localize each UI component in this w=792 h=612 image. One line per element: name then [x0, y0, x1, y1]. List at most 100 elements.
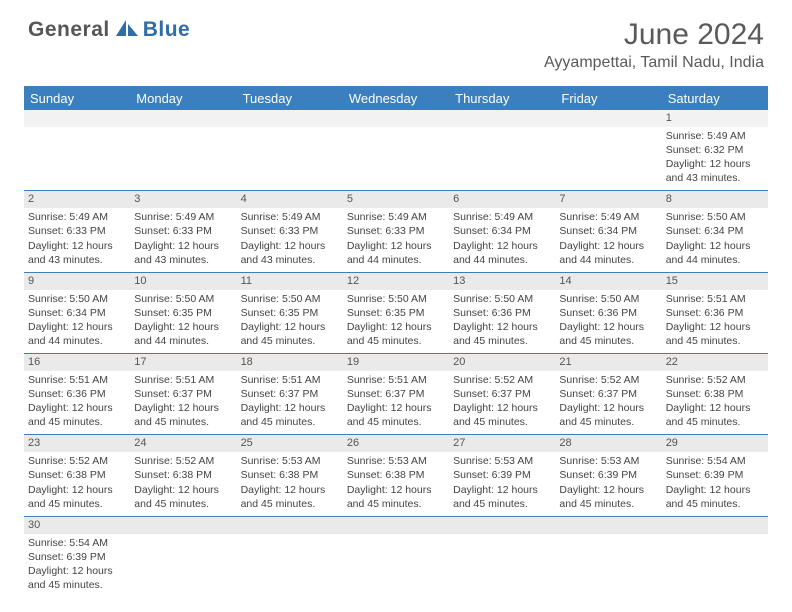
daylight-line: Daylight: 12 hours and 44 minutes. — [666, 239, 764, 267]
day-number-cell: 15 — [662, 272, 768, 289]
daylight-line: Daylight: 12 hours and 45 minutes. — [347, 320, 445, 348]
day-number-cell — [555, 516, 661, 533]
sun-info: Sunrise: 5:49 AMSunset: 6:34 PMDaylight:… — [559, 210, 657, 267]
sunset-line: Sunset: 6:37 PM — [134, 387, 232, 401]
sun-info: Sunrise: 5:51 AMSunset: 6:37 PMDaylight:… — [134, 373, 232, 430]
sunrise-line: Sunrise: 5:54 AM — [28, 536, 126, 550]
day-number: 13 — [453, 274, 551, 289]
day-content-cell: Sunrise: 5:50 AMSunset: 6:35 PMDaylight:… — [343, 290, 449, 354]
content-row: Sunrise: 5:51 AMSunset: 6:36 PMDaylight:… — [24, 371, 768, 435]
sun-info: Sunrise: 5:49 AMSunset: 6:33 PMDaylight:… — [28, 210, 126, 267]
day-content-cell: Sunrise: 5:51 AMSunset: 6:36 PMDaylight:… — [662, 290, 768, 354]
day-number-cell: 6 — [449, 191, 555, 208]
day-number-cell: 27 — [449, 435, 555, 452]
day-content-cell: Sunrise: 5:52 AMSunset: 6:37 PMDaylight:… — [555, 371, 661, 435]
day-number: 28 — [559, 436, 657, 451]
day-number-cell — [449, 110, 555, 127]
day-number: 12 — [347, 274, 445, 289]
day-content-cell: Sunrise: 5:49 AMSunset: 6:32 PMDaylight:… — [662, 127, 768, 191]
daynum-row: 16171819202122 — [24, 354, 768, 371]
sunrise-line: Sunrise: 5:49 AM — [347, 210, 445, 224]
day-number-cell: 25 — [237, 435, 343, 452]
sunrise-line: Sunrise: 5:50 AM — [28, 292, 126, 306]
sunrise-line: Sunrise: 5:49 AM — [241, 210, 339, 224]
sunrise-line: Sunrise: 5:50 AM — [559, 292, 657, 306]
sunset-line: Sunset: 6:38 PM — [241, 468, 339, 482]
day-content-cell — [130, 534, 236, 598]
weekday-header: Saturday — [662, 86, 768, 110]
sun-info: Sunrise: 5:51 AMSunset: 6:37 PMDaylight:… — [347, 373, 445, 430]
day-content-cell: Sunrise: 5:49 AMSunset: 6:33 PMDaylight:… — [24, 208, 130, 272]
daylight-line: Daylight: 12 hours and 45 minutes. — [347, 483, 445, 511]
weekday-header: Thursday — [449, 86, 555, 110]
daylight-line: Daylight: 12 hours and 45 minutes. — [453, 483, 551, 511]
day-number-cell — [237, 516, 343, 533]
day-number-cell: 2 — [24, 191, 130, 208]
day-number: 11 — [241, 274, 339, 289]
daylight-line: Daylight: 12 hours and 44 minutes. — [347, 239, 445, 267]
sunrise-line: Sunrise: 5:49 AM — [559, 210, 657, 224]
weekday-header-row: Sunday Monday Tuesday Wednesday Thursday… — [24, 86, 768, 110]
day-content-cell: Sunrise: 5:49 AMSunset: 6:33 PMDaylight:… — [237, 208, 343, 272]
day-number-cell: 9 — [24, 272, 130, 289]
sunset-line: Sunset: 6:32 PM — [666, 143, 764, 157]
day-content-cell — [130, 127, 236, 191]
day-content-cell — [555, 127, 661, 191]
daylight-line: Daylight: 12 hours and 44 minutes. — [134, 320, 232, 348]
day-content-cell: Sunrise: 5:53 AMSunset: 6:38 PMDaylight:… — [237, 452, 343, 516]
brand-part1: General — [28, 18, 110, 42]
daylight-line: Daylight: 12 hours and 45 minutes. — [241, 320, 339, 348]
day-number-cell — [343, 516, 449, 533]
sun-info: Sunrise: 5:49 AMSunset: 6:32 PMDaylight:… — [666, 129, 764, 186]
day-number-cell — [555, 110, 661, 127]
day-content-cell — [343, 127, 449, 191]
sun-info: Sunrise: 5:53 AMSunset: 6:39 PMDaylight:… — [559, 454, 657, 511]
day-content-cell — [555, 534, 661, 598]
day-number-cell: 14 — [555, 272, 661, 289]
daylight-line: Daylight: 12 hours and 43 minutes. — [241, 239, 339, 267]
day-number-cell: 26 — [343, 435, 449, 452]
sunrise-line: Sunrise: 5:53 AM — [453, 454, 551, 468]
daylight-line: Daylight: 12 hours and 45 minutes. — [559, 401, 657, 429]
sun-info: Sunrise: 5:50 AMSunset: 6:36 PMDaylight:… — [559, 292, 657, 349]
sun-info: Sunrise: 5:50 AMSunset: 6:34 PMDaylight:… — [666, 210, 764, 267]
day-number: 14 — [559, 274, 657, 289]
sunset-line: Sunset: 6:35 PM — [241, 306, 339, 320]
brand-part2: Blue — [143, 18, 191, 42]
daylight-line: Daylight: 12 hours and 45 minutes. — [559, 483, 657, 511]
sun-info: Sunrise: 5:51 AMSunset: 6:36 PMDaylight:… — [28, 373, 126, 430]
day-content-cell: Sunrise: 5:51 AMSunset: 6:37 PMDaylight:… — [237, 371, 343, 435]
sunrise-line: Sunrise: 5:53 AM — [241, 454, 339, 468]
daylight-line: Daylight: 12 hours and 45 minutes. — [666, 401, 764, 429]
day-number-cell: 8 — [662, 191, 768, 208]
daylight-line: Daylight: 12 hours and 45 minutes. — [453, 320, 551, 348]
day-number-cell — [130, 110, 236, 127]
daylight-line: Daylight: 12 hours and 45 minutes. — [134, 401, 232, 429]
sun-info: Sunrise: 5:50 AMSunset: 6:35 PMDaylight:… — [241, 292, 339, 349]
day-content-cell: Sunrise: 5:51 AMSunset: 6:36 PMDaylight:… — [24, 371, 130, 435]
day-content-cell: Sunrise: 5:52 AMSunset: 6:37 PMDaylight:… — [449, 371, 555, 435]
day-content-cell: Sunrise: 5:53 AMSunset: 6:38 PMDaylight:… — [343, 452, 449, 516]
day-number-cell: 21 — [555, 354, 661, 371]
day-number: 8 — [666, 192, 764, 207]
daylight-line: Daylight: 12 hours and 45 minutes. — [28, 401, 126, 429]
day-number-cell — [449, 516, 555, 533]
daynum-row: 9101112131415 — [24, 272, 768, 289]
sunset-line: Sunset: 6:37 PM — [347, 387, 445, 401]
sun-info: Sunrise: 5:51 AMSunset: 6:37 PMDaylight:… — [241, 373, 339, 430]
day-number-cell: 17 — [130, 354, 236, 371]
sunrise-line: Sunrise: 5:50 AM — [241, 292, 339, 306]
sunrise-line: Sunrise: 5:51 AM — [28, 373, 126, 387]
day-content-cell: Sunrise: 5:54 AMSunset: 6:39 PMDaylight:… — [662, 452, 768, 516]
weekday-header: Tuesday — [237, 86, 343, 110]
day-number-cell — [24, 110, 130, 127]
calendar-table: Sunday Monday Tuesday Wednesday Thursday… — [24, 86, 768, 598]
sunset-line: Sunset: 6:36 PM — [28, 387, 126, 401]
day-number-cell — [662, 516, 768, 533]
daylight-line: Daylight: 12 hours and 45 minutes. — [666, 483, 764, 511]
day-content-cell: Sunrise: 5:49 AMSunset: 6:34 PMDaylight:… — [555, 208, 661, 272]
day-number-cell: 1 — [662, 110, 768, 127]
sun-info: Sunrise: 5:52 AMSunset: 6:37 PMDaylight:… — [559, 373, 657, 430]
daylight-line: Daylight: 12 hours and 45 minutes. — [241, 401, 339, 429]
sunset-line: Sunset: 6:38 PM — [28, 468, 126, 482]
